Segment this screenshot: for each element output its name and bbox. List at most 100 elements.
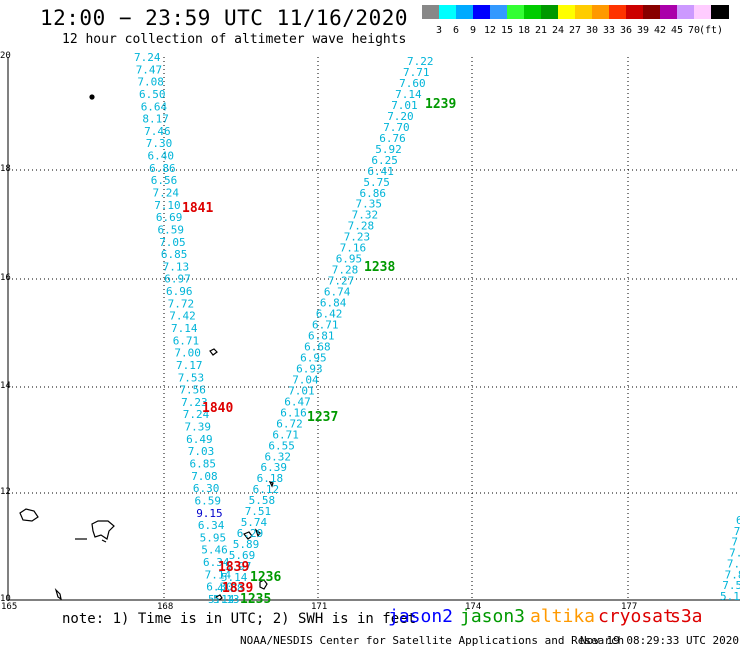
wave-height-value: 6.25 xyxy=(371,154,398,167)
legend-label: 18 xyxy=(517,25,531,36)
map-subtitle: 12 hour collection of altimeter wave hei… xyxy=(62,32,407,47)
wave-height-value: 6.85 xyxy=(161,248,188,261)
wave-height-value: 6.93 xyxy=(296,362,323,375)
wave-height-value: 7.01 xyxy=(288,384,315,397)
wave-height-value: 5.14 xyxy=(221,571,248,584)
wave-height-value: 7.16 xyxy=(340,242,367,255)
wave-height-value: 6.81 xyxy=(308,330,335,343)
legend-label: 70 xyxy=(687,25,701,36)
wave-height-value: 5.74 xyxy=(241,516,268,529)
wave-height-value: 6.47 xyxy=(284,395,311,408)
pass-label: 1840 xyxy=(202,401,233,416)
wave-height-value: 7.30 xyxy=(146,137,173,150)
wave-height-value: 7.70 xyxy=(383,121,410,134)
lon-tick-label: 174 xyxy=(465,602,482,612)
wave-height-value: 6.68 xyxy=(304,341,331,354)
wave-height-value: 5.95 xyxy=(200,531,227,544)
legend-swatch xyxy=(694,5,712,19)
wave-height-value: 7.72 xyxy=(168,297,195,310)
wave-height-value: 7.24 xyxy=(183,408,210,421)
satellite-legend-jason3: jason3 xyxy=(460,606,526,627)
wave-height-value: 6.84 xyxy=(320,297,347,310)
wave-height-value: 7.56 xyxy=(179,384,206,397)
wave-height-value: 7.47 xyxy=(136,63,163,76)
legend-label: 12 xyxy=(483,25,497,36)
legend-swatch xyxy=(711,5,729,19)
legend-swatch xyxy=(456,5,474,19)
island-outline xyxy=(91,520,115,540)
island-outline xyxy=(243,531,253,540)
wave-height-value: 6.86 xyxy=(149,162,176,175)
generated-timestamp: Nov 19 08:29:33 UTC 2020 xyxy=(580,634,739,647)
wave-height-value: 6.56 xyxy=(151,174,178,187)
wave-height-value: 5.89 xyxy=(233,538,259,551)
pass-label: 1839 xyxy=(222,581,253,596)
wave-height-value: 7.14 xyxy=(395,88,422,101)
island-outline xyxy=(254,528,261,538)
satellite-legend-altika: altika xyxy=(530,606,596,627)
wave-height-value: 7.14 xyxy=(205,568,232,581)
island-outline xyxy=(209,348,218,356)
island-marker xyxy=(89,94,95,100)
wave-height-value: 7. xyxy=(731,536,740,549)
wave-height-value: 6.59 xyxy=(158,224,185,237)
wave-height-value: 9.15 xyxy=(196,507,223,520)
wave-height-value: 6.39 xyxy=(261,461,288,474)
wave-height-value: 7.46 xyxy=(144,125,171,138)
wave-height-value: 7.5 xyxy=(722,579,740,592)
wave-height-value: 7.01 xyxy=(391,99,418,112)
map-title: 12:00 − 23:59 UTC 11/16/2020 xyxy=(40,6,409,30)
wave-height-value: 7.60 xyxy=(399,77,426,90)
wave-height-value: 6.30 xyxy=(193,482,220,495)
lat-tick-label: 12 xyxy=(0,487,11,497)
wave-height-value: 7.22 xyxy=(407,55,434,68)
wave-height-value: 7.28 xyxy=(348,220,375,233)
legend-swatch xyxy=(541,5,559,19)
wave-height-value: 6.34 xyxy=(203,556,230,569)
islands xyxy=(19,94,274,601)
wave-height-value: 6.29 xyxy=(237,527,263,540)
wave-height-value: 7. xyxy=(727,557,740,570)
wave-height-value: 7. xyxy=(729,547,740,560)
wave-height-value: 6.86 xyxy=(360,187,387,200)
wave-height-value: 7.32 xyxy=(352,209,379,222)
wave-height-value: 7.8 xyxy=(725,568,740,581)
legend-swatch xyxy=(609,5,627,19)
wave-height-value: 7.24 xyxy=(153,187,180,200)
satellite-track-right: 7.227.717.607.147.017.207.706.765.926.25… xyxy=(213,55,434,606)
legend-label: 6 xyxy=(452,25,460,36)
wave-height-value: 7.03 xyxy=(188,445,215,458)
wave-height-value: 6 xyxy=(736,514,740,527)
legend-swatch xyxy=(643,5,661,19)
wave-height-value: 6.71 xyxy=(272,428,299,441)
legend-swatch xyxy=(507,5,525,19)
island-outline xyxy=(54,587,62,601)
island-outline xyxy=(101,539,107,543)
pass-label: 1237 xyxy=(307,410,338,425)
legend-label: 45 xyxy=(670,25,684,36)
pass-label: 1236 xyxy=(250,570,281,585)
legend-label: 36 xyxy=(619,25,633,36)
wave-height-value: 7.71 xyxy=(403,66,430,79)
legend-label: 3 xyxy=(435,25,443,36)
pass-label: 1238 xyxy=(364,260,395,275)
lon-tick-label: 165 xyxy=(1,602,18,612)
legend-label: 33 xyxy=(602,25,616,36)
wave-height-value: 6.55 xyxy=(268,439,295,452)
wave-height-value: 7.13 xyxy=(163,260,190,273)
legend-swatch xyxy=(575,5,593,19)
pass-labels: 1239 1238 1237 1236 1235 1841 1840 1839 1839 xyxy=(182,97,456,607)
wave-height-value: 5.69 xyxy=(229,549,256,562)
wave-height-value: 6.95 xyxy=(336,253,363,266)
lat-tick-label: 20 xyxy=(0,51,11,61)
wave-height-value: 7.05 xyxy=(159,236,186,249)
wave-height-value: 6.49 xyxy=(186,433,213,446)
lon-tick-label: 177 xyxy=(621,602,638,612)
wave-height-value: 7.28 xyxy=(332,264,359,277)
wave-height-value: 6.41 xyxy=(367,165,394,178)
wave-height-value: 5.13 xyxy=(213,593,240,606)
wave-height-value: 7.17 xyxy=(176,359,203,372)
wave-height-value: 7.23 xyxy=(181,396,208,409)
wave-height-value: 5.46 xyxy=(201,544,228,557)
